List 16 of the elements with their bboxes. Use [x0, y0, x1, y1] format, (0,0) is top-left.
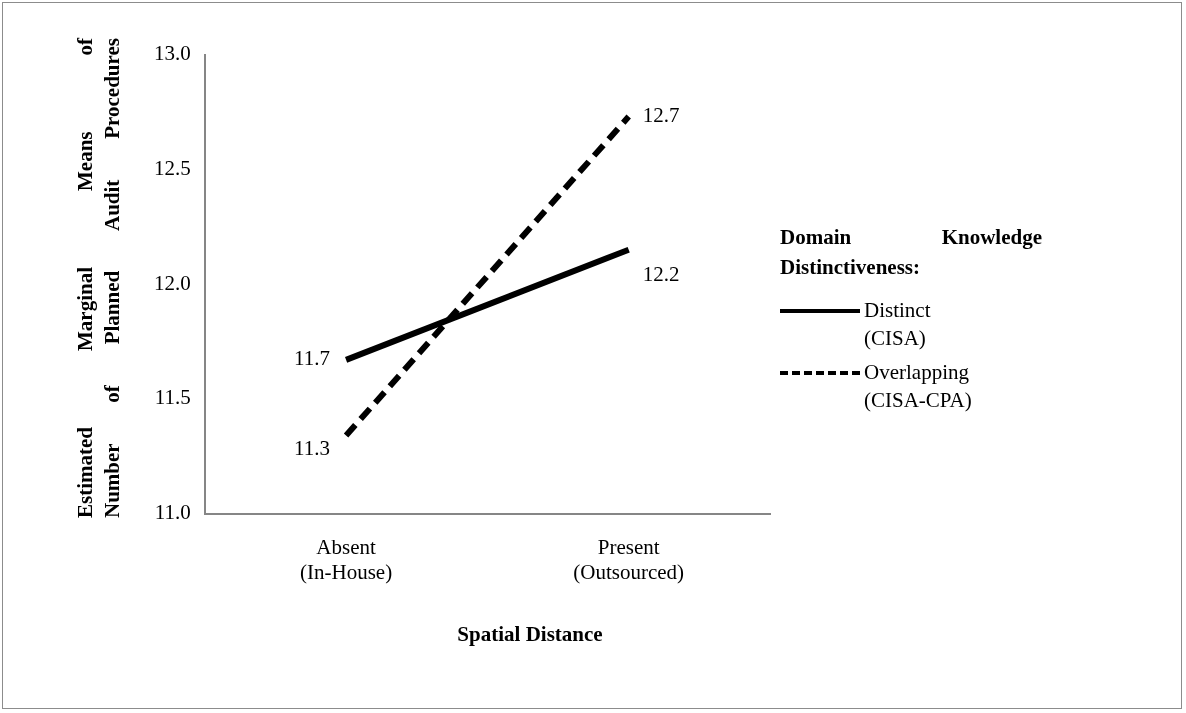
y-axis-title: Estimated Marginal Means of Number of Planned Audit Procedures	[72, 38, 125, 518]
x-axis-title: Spatial Distance	[456, 622, 604, 647]
data-label: 11.7	[294, 346, 331, 371]
y-tick-label: 11.0	[154, 500, 191, 525]
x-tick-label: Absent (In-House)	[299, 534, 393, 584]
legend-title: Domain Knowledge Distinctiveness:	[780, 224, 1042, 281]
legend-label: Distinct (CISA)	[864, 297, 932, 352]
data-label: 11.3	[294, 436, 331, 461]
y-tick-label: 11.5	[154, 385, 191, 410]
legend-label: Overlapping (CISA-CPA)	[864, 359, 973, 414]
data-label: 12.2	[642, 262, 680, 287]
y-tick-label: 12.5	[154, 155, 191, 180]
y-tick-label: 13.0	[154, 41, 191, 66]
y-tick-label: 12.0	[154, 270, 191, 295]
x-tick-label: Present (Outsourced)	[573, 534, 685, 584]
data-label: 12.7	[642, 103, 680, 128]
